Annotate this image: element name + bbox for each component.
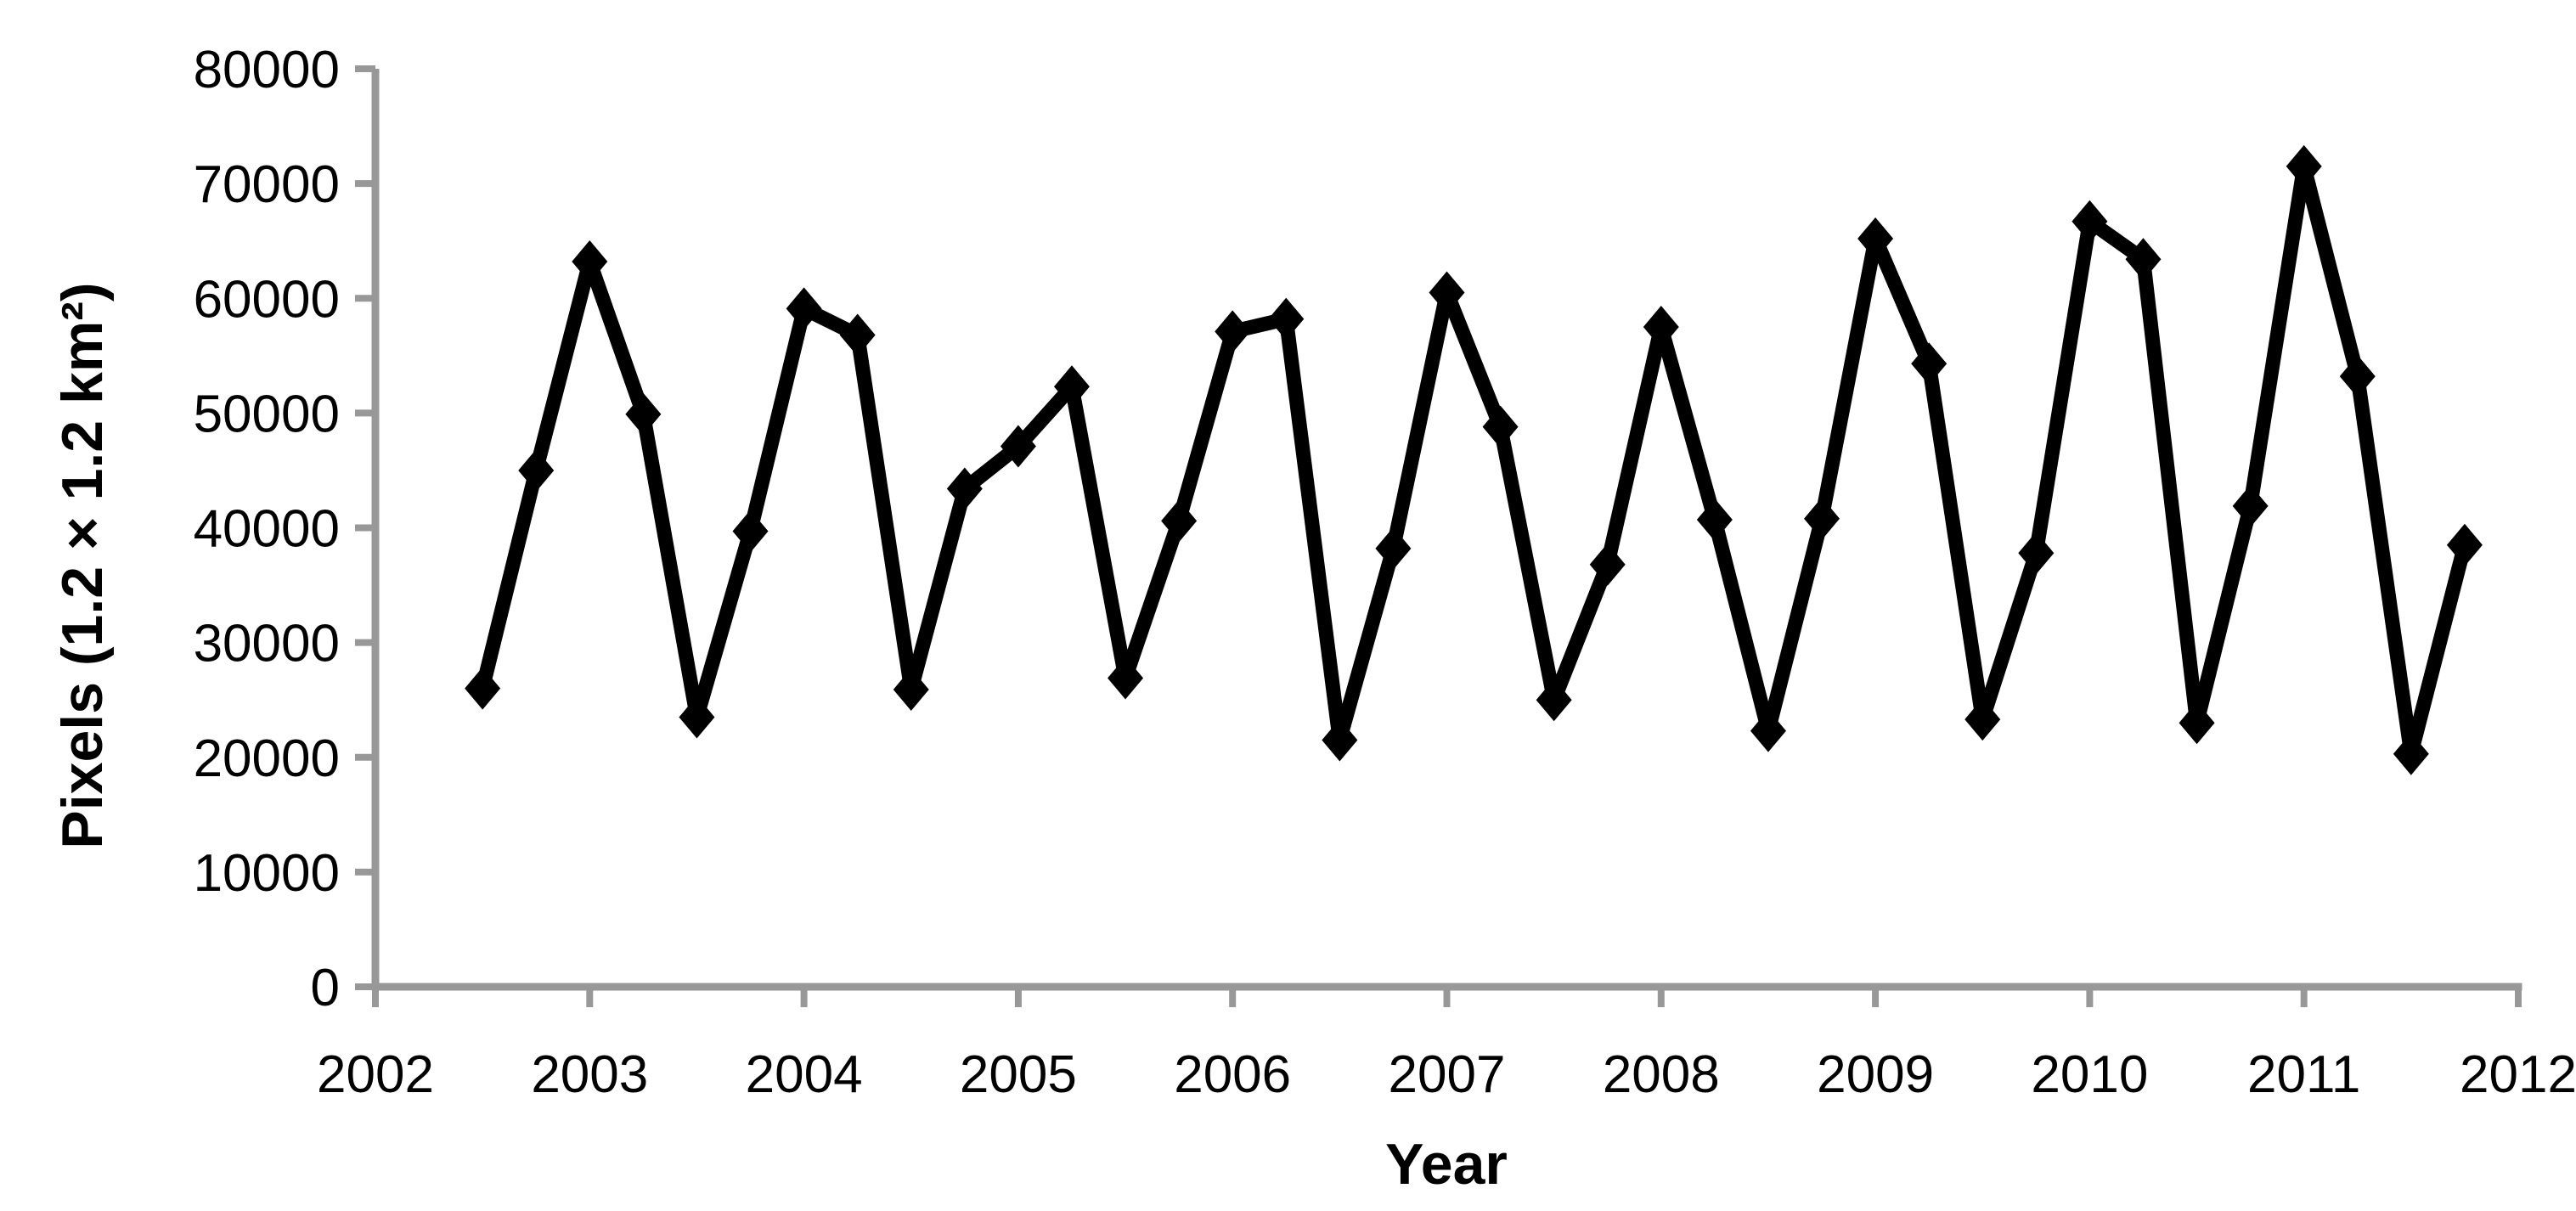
line-chart-figure: 0 10000 20000 30000 40000 50000 60000 70000 8000… [34, 14, 2576, 1211]
x-tick-label: 2011 [2247, 1045, 2360, 1104]
data-point-marker [1322, 718, 1358, 762]
data-point-marker [2339, 355, 2376, 398]
data-line [475, 159, 2472, 762]
data-point-marker [893, 668, 929, 712]
data-point-marker [572, 240, 608, 284]
data-point-marker [1804, 497, 1840, 540]
data-point-marker [946, 467, 983, 510]
data-point-marker [1215, 310, 1251, 353]
data-point-marker [1589, 543, 1626, 586]
data-point-marker [1750, 709, 1786, 752]
x-tick-label: 2006 [1174, 1045, 1291, 1104]
y-tick-label: 20000 [194, 729, 340, 788]
data-point-marker [786, 287, 822, 330]
x-axis-title: Year [1385, 1132, 1508, 1197]
data-point-marker [2286, 144, 2322, 188]
data-point-marker [2179, 701, 2215, 745]
data-point-marker [2018, 532, 2055, 575]
data-point-marker [1911, 342, 1948, 386]
y-tick-label: 10000 [194, 844, 340, 903]
y-axis-title: Pixels (1.2 × 1.2 km²) [50, 282, 115, 848]
data-point-marker [1053, 365, 1090, 408]
data-point-marker [1536, 679, 1572, 722]
x-tick-label: 2012 [2460, 1045, 2576, 1104]
y-tick-label: 30000 [194, 615, 340, 673]
tick-labels-layer: 0 10000 20000 30000 40000 50000 60000 70000 8000… [194, 41, 2576, 1104]
x-tick-label: 2002 [317, 1045, 434, 1104]
x-tick-label: 2009 [1817, 1045, 1934, 1104]
data-point-marker [679, 696, 715, 739]
data-point-marker [2393, 732, 2429, 775]
y-tick-label: 50000 [194, 385, 340, 443]
data-point-marker [465, 667, 501, 710]
data-point-marker [1643, 306, 1679, 349]
data-point-marker [625, 392, 662, 436]
data-point-marker [1268, 297, 1305, 341]
x-tick-label: 2007 [1389, 1045, 1506, 1104]
data-point-marker [2232, 484, 2269, 527]
x-tick-label: 2004 [746, 1045, 863, 1104]
data-point-marker [1696, 498, 1733, 542]
data-point-marker [2446, 523, 2483, 566]
data-point-marker [1000, 425, 1036, 468]
y-tick-label: 80000 [194, 41, 340, 99]
x-tick-label: 2003 [531, 1045, 648, 1104]
x-tick-label: 2010 [2031, 1045, 2148, 1104]
data-point-marker [518, 448, 555, 492]
data-point-marker [2125, 238, 2162, 281]
y-tick-label: 70000 [194, 155, 340, 214]
data-point-marker [2072, 200, 2108, 243]
data-point-marker [1161, 499, 1198, 543]
y-tick-label: 0 [311, 959, 340, 1017]
data-point-marker [1375, 527, 1412, 570]
data-point-marker [1108, 656, 1144, 700]
y-tick-label: 40000 [194, 500, 340, 559]
data-point-marker [1429, 271, 1465, 314]
data-point-marker [1964, 698, 2001, 741]
data-point-marker [839, 313, 876, 357]
data-point-marker [732, 510, 769, 553]
x-tick-label: 2005 [960, 1045, 1077, 1104]
data-point-marker [1482, 405, 1519, 448]
x-tick-label: 2008 [1603, 1045, 1720, 1104]
data-series-layer [465, 144, 2483, 775]
y-tick-label: 60000 [194, 270, 340, 329]
axes-layer [355, 65, 2522, 1007]
chart-canvas: 0 10000 20000 30000 40000 50000 60000 70000 8000… [50, 41, 2576, 1197]
